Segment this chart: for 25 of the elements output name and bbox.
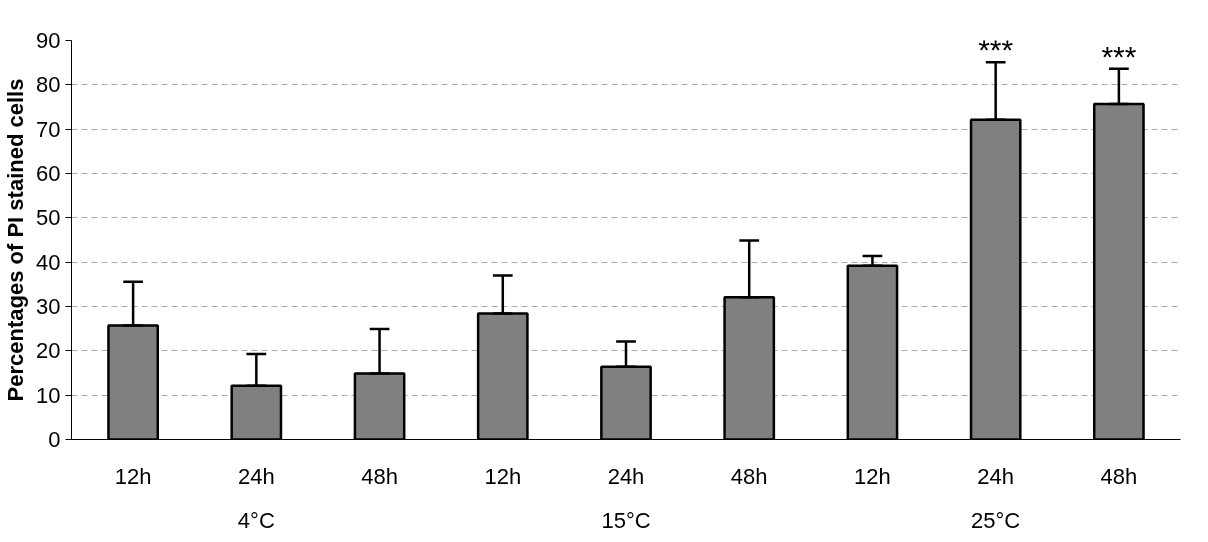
x-tick-label: 48h (730, 463, 768, 489)
x-tick-label: 48h (361, 463, 398, 489)
y-tick-label: 30 (36, 294, 61, 319)
y-tick-label: 20 (36, 338, 61, 364)
y-tick-label: 80 (36, 72, 61, 98)
y-tick-label: 10 (36, 382, 61, 408)
y-tick-label: 50 (36, 205, 61, 231)
y-tick-label: 60 (36, 161, 61, 186)
data-label: *** (978, 33, 1014, 67)
y-tick-label: 40 (36, 249, 61, 275)
text: 15°C (601, 507, 651, 533)
y-tick-label: 90 (36, 28, 61, 53)
y-tick-label: 70 (36, 116, 61, 142)
x-tick-label: 24h (237, 463, 275, 489)
x-tick-label: 24h (607, 463, 645, 489)
y-axis-title: Percentages of PI stained cells (3, 78, 29, 402)
x-tick-label: 12h (854, 463, 891, 489)
x-tick-label: 24h (977, 463, 1015, 489)
text: 4°C (237, 507, 275, 533)
data-label: *** (1101, 39, 1137, 73)
x-tick-label: 12h (114, 463, 152, 489)
text: 25°C (971, 507, 1021, 533)
x-tick-label: 12h (484, 463, 522, 489)
x-tick-label: 48h (1100, 463, 1138, 489)
y-tick-label: 0 (48, 427, 61, 452)
